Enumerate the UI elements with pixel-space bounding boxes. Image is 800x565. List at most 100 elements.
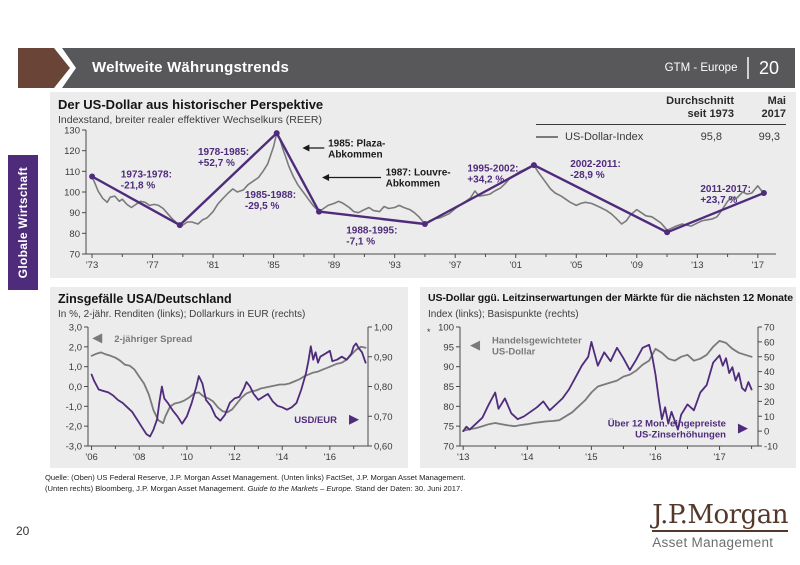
panel-leitzinserwartungen: US-Dollar ggü. Leitzinserwartungen der M… [420, 287, 796, 468]
svg-text:-1,0: -1,0 [66, 402, 82, 413]
svg-text:1995-2002:+34,2 %: 1995-2002: +34,2 % [467, 163, 518, 185]
svg-text:20: 20 [764, 397, 775, 408]
svg-text:'01: '01 [510, 260, 522, 271]
svg-text:1973-1978:-21,8 %: 1973-1978: -21,8 % [121, 170, 172, 192]
svg-text:-2,0: -2,0 [66, 422, 82, 433]
svg-text:60: 60 [764, 337, 775, 348]
svg-text:'12: '12 [228, 452, 240, 463]
legend-line-swatch [536, 136, 558, 138]
jpmorgan-logo: J.P.Morgan Asset Management [652, 501, 788, 550]
chart-subtitle-bottom-right: Index (links); Basispunkte (rechts) [428, 309, 579, 320]
svg-text:'16: '16 [324, 452, 336, 463]
svg-text:1,0: 1,0 [69, 362, 82, 373]
svg-text:'05: '05 [570, 260, 582, 271]
stats-table: Durchschnitt seit 1973 Mai 2017 US-Dollar-… [536, 95, 786, 143]
svg-text:1985-1988:-29,5 %: 1985-1988: -29,5 % [245, 190, 296, 212]
svg-text:80: 80 [69, 229, 80, 240]
svg-text:'15: '15 [585, 452, 597, 463]
svg-text:0,70: 0,70 [374, 412, 393, 423]
source-line-2: (Unten rechts) Bloomberg, J.P. Morgan As… [45, 484, 463, 493]
chart-title-bottom-right: US-Dollar ggü. Leitzinserwartungen der M… [428, 292, 794, 304]
svg-text:90: 90 [69, 208, 80, 219]
svg-text:80: 80 [443, 402, 454, 413]
svg-text:'97: '97 [449, 260, 461, 271]
zinsgefaelle-chart: 3,0 2,0 1,0 0,0 -1,0 -2,0 -3,0 1,00 0,90 0,80 0,70… [66, 323, 393, 464]
stats-data-row: US-Dollar-Index 95,8 99,3 [536, 131, 786, 143]
svg-text:120: 120 [64, 146, 80, 157]
svg-text:'14: '14 [521, 452, 533, 463]
svg-text:3,0: 3,0 [69, 323, 82, 334]
svg-text:'17: '17 [752, 260, 764, 271]
svg-text:1985: Plaza-Abkommen: 1985: Plaza-Abkommen [328, 139, 385, 161]
header-right-group: GTM - Europe 20 [665, 48, 779, 88]
svg-text:30: 30 [764, 382, 775, 393]
svg-text:75: 75 [443, 422, 454, 433]
panel-us-dollar-historical: Der US-Dollar aus historischer Perspekti… [50, 92, 796, 278]
page-number: 20 [16, 524, 30, 538]
gtm-label: GTM - Europe [664, 62, 738, 74]
stats-header-durchschnitt: Durchschnitt seit 1973 [666, 95, 734, 120]
svg-text:'06: '06 [85, 452, 97, 463]
svg-text:70: 70 [764, 323, 775, 334]
panel-zinsgefaelle: Zinsgefälle USA/Deutschland In %, 2-jähr… [50, 287, 408, 468]
chart-subtitle-bottom-left: In %, 2-jähr. Renditen (links); Dollarku… [58, 309, 306, 320]
svg-text:50: 50 [764, 352, 775, 363]
stats-rule [536, 124, 786, 125]
stats-header-row: Durchschnitt seit 1973 Mai 2017 [536, 95, 786, 121]
header-chevron-icon [18, 48, 70, 88]
svg-text:'17: '17 [713, 452, 725, 463]
svg-text:'77: '77 [146, 260, 158, 271]
svg-text:'14: '14 [276, 452, 288, 463]
svg-text:'89: '89 [328, 260, 340, 271]
svg-text:2-jähriger Spread: 2-jähriger Spread [114, 334, 192, 345]
stats-value-may: 99,3 [758, 131, 780, 143]
svg-text:-3,0: -3,0 [66, 442, 82, 453]
us-dollar-rer-chart: 130 120 110 100 90 80 70 '73 '77 '81 '85 '89 '93 '97 '… [64, 126, 776, 271]
svg-text:'08: '08 [133, 452, 145, 463]
svg-text:'10: '10 [181, 452, 193, 463]
chart-title-top: Der US-Dollar aus historischer Perspekti… [58, 97, 324, 112]
svg-text:'13: '13 [457, 452, 469, 463]
svg-text:'13: '13 [691, 260, 703, 271]
svg-text:'73: '73 [86, 260, 98, 271]
svg-text:1978-1985:+52,7 %: 1978-1985: +52,7 % [198, 147, 249, 169]
svg-text:2,0: 2,0 [69, 342, 82, 353]
svg-text:0,90: 0,90 [374, 352, 393, 363]
svg-text:1987: Louvre-Abkommen: 1987: Louvre-Abkommen [386, 167, 451, 189]
svg-text:85: 85 [443, 382, 454, 393]
stats-value-avg: 95,8 [700, 131, 722, 143]
svg-text:0,60: 0,60 [374, 442, 393, 453]
svg-text:'09: '09 [631, 260, 643, 271]
sidebar-tab-label: Globale Wirtschaft [16, 166, 30, 279]
header-divider [747, 57, 749, 79]
svg-text:95: 95 [443, 342, 454, 353]
svg-text:0,80: 0,80 [374, 382, 393, 393]
svg-text:70: 70 [69, 250, 80, 261]
svg-text:90: 90 [443, 362, 454, 373]
svg-text:-10: -10 [764, 442, 778, 453]
stats-header-mai: Mai 2017 [761, 95, 786, 120]
svg-text:2002-2011:-28,9 %: 2002-2011: -28,9 % [570, 159, 621, 181]
jpmorgan-wordmark: J.P.Morgan [652, 500, 788, 532]
svg-text:USD/EUR: USD/EUR [294, 415, 337, 426]
chart-subtitle-top: Indexstand, breiter realer effektiver We… [58, 114, 322, 126]
svg-text:'16: '16 [649, 452, 661, 463]
svg-text:'93: '93 [388, 260, 400, 271]
svg-text:100: 100 [64, 188, 80, 199]
svg-text:10: 10 [764, 412, 775, 423]
svg-text:0,0: 0,0 [69, 382, 82, 393]
svg-text:0: 0 [764, 427, 769, 438]
svg-text:2011-2017:+23,7 %: 2011-2017: +23,7 % [700, 184, 751, 206]
svg-text:40: 40 [764, 367, 775, 378]
sidebar-tab-globale-wirtschaft: Globale Wirtschaft [8, 155, 38, 290]
page-title: Weltweite Währungstrends [92, 59, 290, 76]
svg-text:'85: '85 [267, 260, 279, 271]
legend-label: US-Dollar-Index [565, 131, 644, 143]
source-line-1: Quelle: (Oben) US Federal Reserve, J.P. … [45, 473, 466, 482]
svg-text:1988-1995:-7,1 %: 1988-1995: -7,1 % [346, 225, 397, 247]
svg-text:'81: '81 [207, 260, 219, 271]
